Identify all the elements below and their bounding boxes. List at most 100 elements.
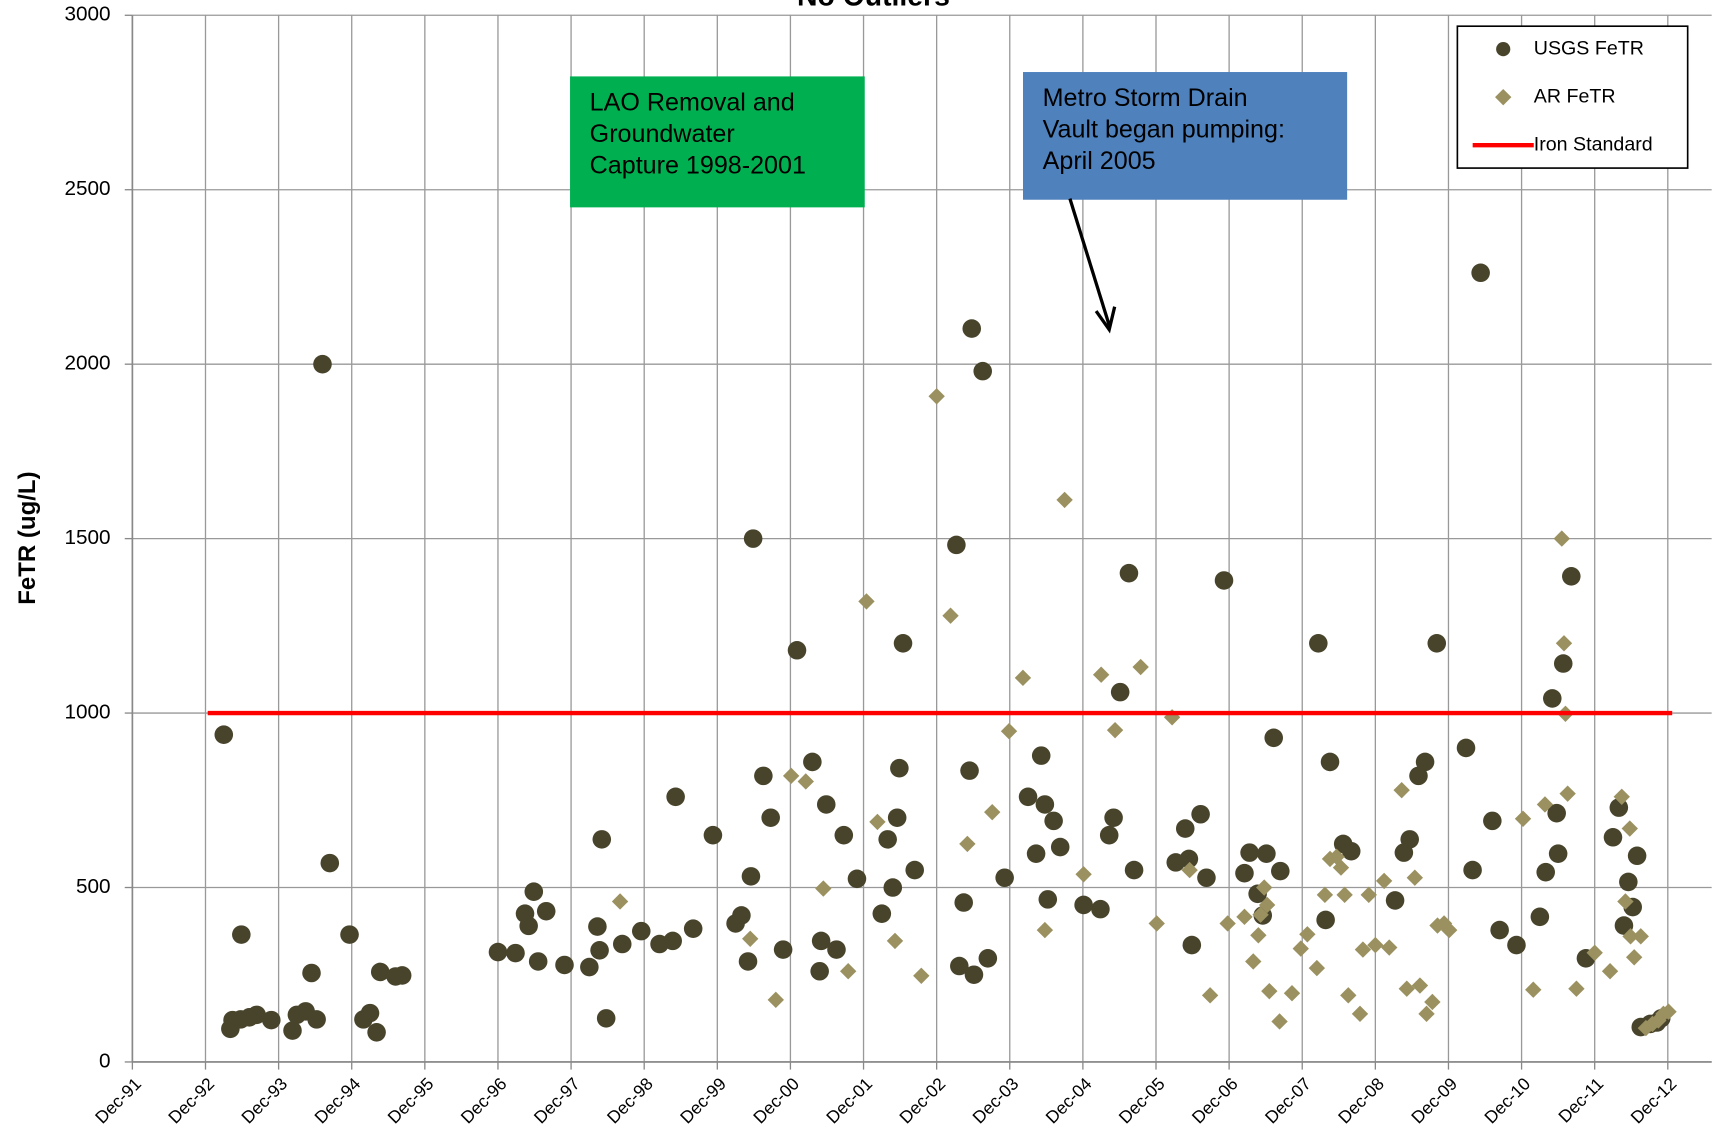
- point: [803, 752, 822, 772]
- point: [1332, 859, 1350, 876]
- point: [954, 893, 973, 912]
- point: [1099, 825, 1119, 845]
- point: [1175, 819, 1195, 838]
- point: [360, 1003, 380, 1023]
- x-tick-label: Dec-05: [1115, 1074, 1169, 1128]
- point: [1257, 844, 1276, 863]
- point: [1536, 862, 1555, 882]
- point: [1601, 963, 1619, 980]
- point: [741, 867, 761, 886]
- point: [1547, 803, 1566, 823]
- point: [1375, 872, 1393, 890]
- point: [1360, 886, 1377, 904]
- point: [631, 921, 651, 941]
- chart-title: No Outliers: [797, 0, 950, 12]
- point: [1418, 1005, 1435, 1022]
- point: [1553, 530, 1570, 547]
- point: [1525, 981, 1542, 998]
- x-tick-label: Dec-02: [895, 1074, 949, 1128]
- point: [1026, 844, 1046, 863]
- annotation-text: Capture 1998-2001: [590, 152, 806, 180]
- y-tick-label: 0: [99, 1049, 111, 1072]
- legend-label: Iron Standard: [1534, 133, 1653, 155]
- point: [1398, 980, 1415, 997]
- point: [1406, 869, 1424, 886]
- point: [1586, 944, 1603, 961]
- point: [1627, 846, 1647, 866]
- point: [1603, 827, 1623, 847]
- point: [1092, 666, 1110, 683]
- point: [580, 957, 599, 977]
- annotation-text: LAO Removal and: [590, 88, 795, 116]
- point: [978, 949, 998, 968]
- point: [928, 388, 945, 405]
- point: [519, 916, 538, 936]
- point: [887, 808, 907, 828]
- point: [1018, 787, 1038, 807]
- x-tick-label: Dec-04: [1042, 1073, 1096, 1127]
- x-tick-label: Dec-11: [1554, 1074, 1607, 1127]
- point: [1514, 810, 1532, 827]
- point: [1496, 42, 1511, 57]
- point: [1236, 908, 1253, 926]
- point: [995, 868, 1014, 888]
- point: [1091, 899, 1110, 919]
- point: [1250, 927, 1267, 944]
- point: [1427, 634, 1447, 653]
- point: [1400, 830, 1419, 849]
- point: [683, 919, 703, 938]
- point: [536, 901, 556, 921]
- x-tick-label: Dec-09: [1407, 1074, 1461, 1128]
- point: [1036, 921, 1054, 939]
- point: [1316, 910, 1335, 930]
- point: [1299, 926, 1316, 943]
- point: [1292, 940, 1309, 957]
- point: [1271, 1013, 1288, 1030]
- point: [555, 955, 574, 975]
- point: [1308, 959, 1326, 977]
- point: [1483, 811, 1502, 831]
- point: [1625, 949, 1643, 966]
- point: [1471, 263, 1490, 283]
- x-tick-label: Dec-91: [91, 1074, 145, 1128]
- point: [942, 607, 959, 624]
- point: [959, 835, 976, 853]
- y-tick-label: 3000: [64, 3, 110, 26]
- point: [1031, 746, 1051, 765]
- point: [1507, 935, 1526, 955]
- point: [1056, 491, 1073, 509]
- point: [1463, 860, 1482, 880]
- point: [1441, 921, 1458, 939]
- legend: USGS FeTR AR FeTR Iron Standard: [1456, 25, 1689, 169]
- point: [886, 932, 904, 950]
- point: [1490, 920, 1509, 940]
- annotation-text: Metro Storm Drain: [1043, 84, 1248, 112]
- point: [1530, 907, 1550, 927]
- point: [858, 593, 875, 610]
- point: [1559, 785, 1576, 802]
- point: [816, 795, 836, 814]
- point: [960, 761, 979, 780]
- point: [1148, 915, 1165, 932]
- point: [262, 1010, 281, 1030]
- point: [890, 758, 909, 778]
- x-tick-label: Dec-01: [822, 1074, 876, 1128]
- point: [878, 830, 897, 849]
- annotations: LAO Removal and Groundwater Capture 1998-2…: [570, 72, 1348, 208]
- point: [1568, 980, 1585, 997]
- annotation-box: [570, 76, 865, 208]
- point: [947, 535, 966, 555]
- y-tick-label: 2000: [64, 352, 110, 375]
- point: [834, 825, 854, 845]
- x-tick-label: Dec-93: [237, 1074, 291, 1128]
- point: [1409, 766, 1428, 786]
- point: [1038, 890, 1058, 909]
- point: [666, 787, 685, 807]
- point: [703, 825, 723, 845]
- point: [307, 1010, 326, 1029]
- x-tick-label: Dec-96: [457, 1074, 511, 1128]
- point: [1219, 915, 1236, 932]
- point: [1235, 863, 1254, 883]
- point: [1035, 795, 1055, 814]
- point: [839, 963, 857, 980]
